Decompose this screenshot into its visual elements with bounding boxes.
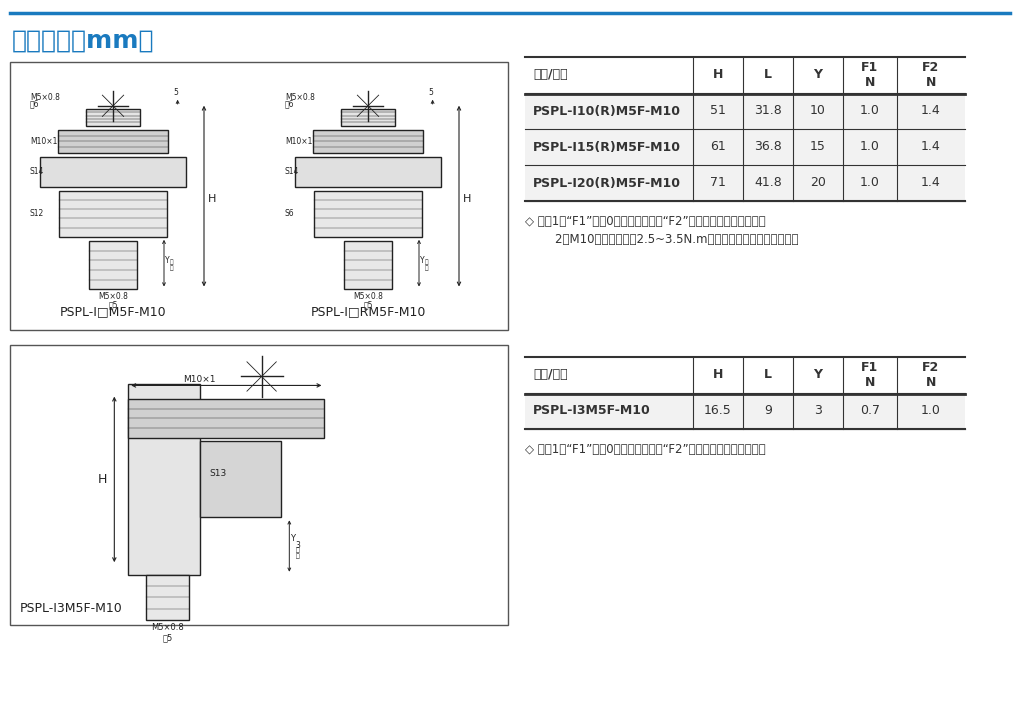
Text: 1.4: 1.4 [920, 176, 940, 190]
Text: 20: 20 [809, 176, 825, 190]
Text: M5×0.8: M5×0.8 [98, 293, 127, 302]
Bar [58, 130, 168, 153]
Text: 51: 51 [709, 104, 726, 118]
Text: 行
程: 行 程 [425, 259, 428, 271]
Text: 3: 3 [813, 405, 821, 417]
Text: H: H [712, 68, 722, 82]
Bar [58, 190, 167, 237]
Text: 行
程: 行 程 [170, 259, 173, 271]
Text: L: L [763, 369, 771, 381]
Text: H: H [208, 194, 216, 204]
Bar [128, 384, 200, 575]
Text: 行
程: 行 程 [296, 547, 299, 559]
Bar [525, 165, 964, 201]
Text: N: N [864, 76, 874, 90]
Text: L: L [763, 68, 771, 82]
Text: 5: 5 [173, 88, 178, 97]
Text: 深5: 深5 [108, 300, 117, 309]
Text: F1: F1 [860, 360, 877, 374]
Text: 深5: 深5 [363, 300, 372, 309]
Bar [294, 157, 440, 187]
Bar [128, 400, 324, 438]
Text: 深6: 深6 [284, 100, 294, 109]
Text: 型号/尺寸: 型号/尺寸 [533, 369, 567, 381]
Bar [10, 62, 507, 330]
Text: ◇ 注：1、“F1”表示0行程弹簧弹力，“F2”表示行程一半弹簧弹力。: ◇ 注：1、“F1”表示0行程弹簧弹力，“F2”表示行程一半弹簧弹力。 [525, 215, 765, 228]
Bar [86, 109, 140, 125]
Bar [40, 157, 185, 187]
Text: M10×1: M10×1 [183, 376, 215, 384]
Bar [89, 241, 137, 289]
Text: 3: 3 [296, 541, 300, 550]
Text: H: H [712, 369, 722, 381]
Text: F2: F2 [921, 61, 938, 73]
Text: H: H [463, 194, 471, 204]
Bar [146, 575, 190, 620]
Text: 71: 71 [709, 176, 726, 190]
Text: 15: 15 [809, 140, 825, 154]
Text: 2、M10螺母锁紧力知2.5~3.5N.m，请在指定力知范围内作业。: 2、M10螺母锁紧力知2.5~3.5N.m，请在指定力知范围内作业。 [525, 233, 798, 246]
Text: M5×0.8: M5×0.8 [151, 623, 184, 632]
Text: PSPL-I3M5F-M10: PSPL-I3M5F-M10 [20, 602, 122, 615]
Text: 31.8: 31.8 [753, 104, 782, 118]
Text: 16.5: 16.5 [703, 405, 732, 417]
Text: 5: 5 [428, 88, 433, 97]
Text: Y: Y [420, 256, 424, 264]
Bar [525, 93, 964, 129]
Text: N: N [925, 76, 935, 90]
Text: M10×1: M10×1 [284, 137, 312, 146]
Text: 深6: 深6 [30, 100, 40, 109]
Bar [340, 109, 394, 125]
Text: S14: S14 [30, 167, 45, 176]
Text: S12: S12 [30, 209, 44, 219]
Text: Y: Y [165, 256, 169, 264]
Text: 0.7: 0.7 [859, 405, 879, 417]
Text: Y: Y [813, 68, 821, 82]
Text: 1.0: 1.0 [920, 405, 940, 417]
Text: M10×1: M10×1 [30, 137, 57, 146]
Text: 1.0: 1.0 [859, 104, 879, 118]
Text: PSPL-I3M5F-M10: PSPL-I3M5F-M10 [533, 405, 650, 417]
Text: PSPL-I15(R)M5F-M10: PSPL-I15(R)M5F-M10 [533, 140, 681, 154]
Text: H: H [98, 473, 107, 486]
Text: 深5: 深5 [162, 633, 173, 642]
Text: ◇ 注：1、“F1”表示0行程弹簧弹力，“F2”表示行程一半弹簧弹力。: ◇ 注：1、“F1”表示0行程弹簧弹力，“F2”表示行程一半弹簧弹力。 [525, 443, 765, 456]
Text: PSPL-I10(R)M5F-M10: PSPL-I10(R)M5F-M10 [533, 104, 681, 118]
Text: N: N [864, 376, 874, 389]
Text: 36.8: 36.8 [753, 140, 782, 154]
Text: N: N [925, 376, 935, 389]
Text: 1.0: 1.0 [859, 140, 879, 154]
Bar [343, 241, 391, 289]
Text: 1.0: 1.0 [859, 176, 879, 190]
Bar [525, 393, 964, 429]
Text: Y: Y [813, 369, 821, 381]
Text: PSPL-I20(R)M5F-M10: PSPL-I20(R)M5F-M10 [533, 176, 681, 190]
Text: Y: Y [290, 534, 296, 543]
Text: S13: S13 [210, 469, 227, 477]
Text: F1: F1 [860, 61, 877, 73]
Text: 61: 61 [709, 140, 726, 154]
Text: F2: F2 [921, 360, 938, 374]
Bar [313, 190, 422, 237]
Bar [200, 441, 281, 517]
Text: 1.4: 1.4 [920, 104, 940, 118]
Bar [313, 130, 423, 153]
Text: 10: 10 [809, 104, 825, 118]
Text: M5×0.8: M5×0.8 [30, 93, 60, 102]
Text: 尺寸规格（mm）: 尺寸规格（mm） [12, 29, 154, 53]
Text: M5×0.8: M5×0.8 [284, 93, 315, 102]
Text: 9: 9 [763, 405, 771, 417]
Text: M5×0.8: M5×0.8 [353, 293, 382, 302]
Text: 1.4: 1.4 [920, 140, 940, 154]
Text: S14: S14 [284, 167, 300, 176]
Text: 型号/尺寸: 型号/尺寸 [533, 68, 567, 82]
Bar [525, 129, 964, 165]
Text: 41.8: 41.8 [753, 176, 782, 190]
Text: S6: S6 [284, 209, 294, 219]
Text: PSPL-I□M5F-M10: PSPL-I□M5F-M10 [60, 305, 166, 318]
Text: PSPL-I□RM5F-M10: PSPL-I□RM5F-M10 [310, 305, 425, 318]
Bar [10, 345, 507, 625]
